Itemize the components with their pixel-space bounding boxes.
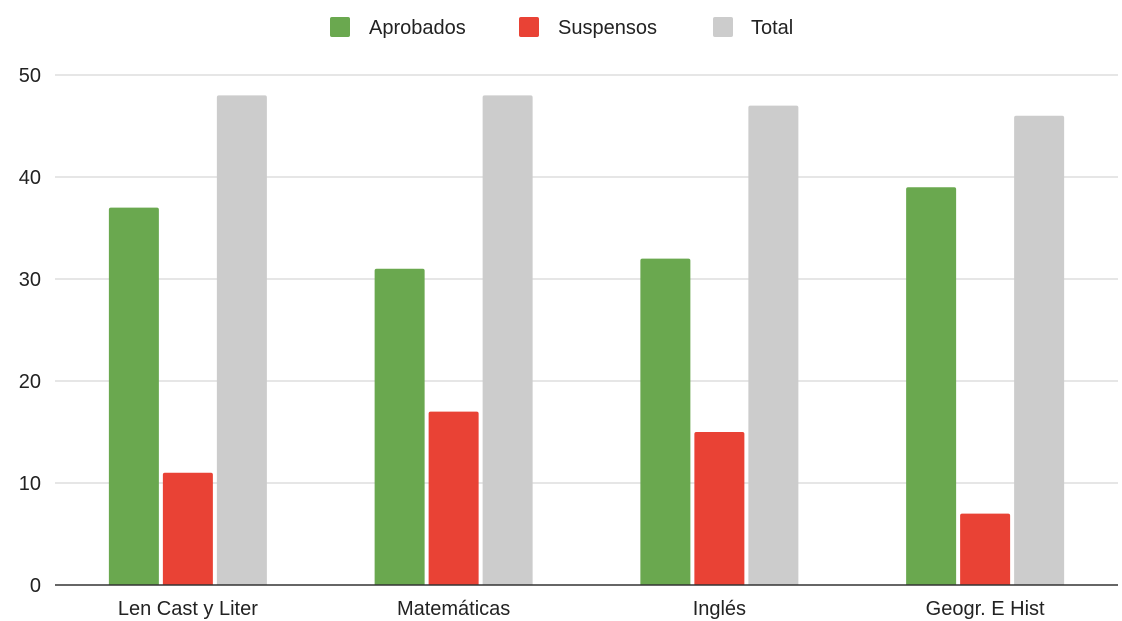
gridlines — [55, 74, 1118, 484]
bar-aprobados-2 — [640, 258, 691, 585]
x-category-label: Geogr. E Hist — [926, 598, 1045, 620]
legend-label-aprobados: Aprobados — [369, 17, 466, 39]
legend-swatch-suspensos — [519, 17, 539, 37]
bar-total-2 — [748, 105, 799, 585]
bar-aprobados-3 — [906, 187, 957, 585]
bar-total-1 — [482, 95, 533, 586]
x-axis-category-labels: Len Cast y Liter Matemáticas Inglés Geogr. … — [118, 598, 1045, 620]
bar-aprobados-0 — [108, 207, 159, 585]
y-axis-tick-labels: 0 10 20 30 40 50 — [19, 65, 41, 597]
y-tick-label: 10 — [19, 473, 41, 495]
bar-suspensos-2 — [694, 432, 745, 585]
y-tick-label: 50 — [19, 65, 41, 87]
bar-suspensos-1 — [428, 411, 479, 585]
y-tick-label: 0 — [30, 575, 41, 597]
legend-label-suspensos: Suspensos — [558, 17, 657, 39]
y-tick-label: 40 — [19, 167, 41, 189]
legend-swatch-aprobados — [330, 17, 350, 37]
legend-label-total: Total — [751, 17, 793, 39]
y-tick-label: 30 — [19, 269, 41, 291]
bar-suspensos-0 — [162, 472, 213, 585]
x-category-label: Len Cast y Liter — [118, 598, 258, 620]
bar-total-3 — [1014, 115, 1065, 586]
x-category-label: Inglés — [693, 598, 746, 620]
legend: Aprobados Suspensos Total — [330, 17, 793, 39]
bars — [108, 95, 1065, 586]
bar-suspensos-3 — [960, 513, 1011, 585]
legend-swatch-total — [713, 17, 733, 37]
y-tick-label: 20 — [19, 371, 41, 393]
bar-total-0 — [216, 95, 267, 586]
x-category-label: Matemáticas — [397, 598, 510, 620]
bar-aprobados-1 — [374, 268, 425, 585]
